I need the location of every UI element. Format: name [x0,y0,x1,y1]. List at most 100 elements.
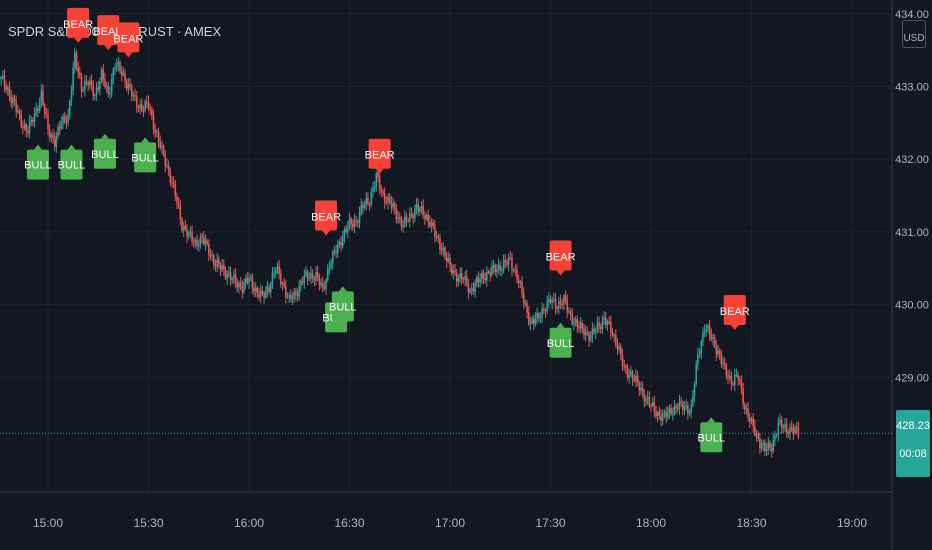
candle-body [77,67,79,73]
candle-body [439,237,441,250]
candle-body [534,318,537,324]
candle-body [15,101,17,112]
bear-label-pointer [124,52,133,58]
candle-body [306,271,309,279]
candle-body [705,328,708,331]
candle-body [303,275,306,283]
candle-body [199,236,202,246]
candle-body [202,237,205,245]
candle-body [263,293,265,298]
candle-body [422,205,424,216]
candle-body [677,407,679,410]
candle-body [549,298,552,304]
candle-body [618,346,620,349]
candle-body [214,264,217,267]
candle-body [90,80,93,86]
candle-body [189,231,192,233]
candle-body [415,204,418,209]
y-tick-label: 434.00 [895,9,929,21]
candle-body [608,321,610,323]
candle-body [276,266,279,270]
candle-body [238,282,240,288]
candle-body [382,191,384,194]
candle-body [377,172,379,178]
candle-body [792,429,795,434]
candle-body [323,286,326,289]
candle-body [728,375,731,379]
candle-body [37,108,39,111]
candle-body [271,273,274,286]
candle-body [395,208,398,220]
candle-body [259,290,262,298]
candle-body [224,269,227,279]
candle-body [213,255,215,265]
candle-body [209,255,212,257]
candle-body [74,52,76,69]
candle-body [782,427,785,429]
candle-body [522,293,525,304]
candle-body [774,435,776,440]
candle-body [765,448,768,452]
bull-label-text: BULL [58,160,86,172]
bear-label-box [315,200,338,231]
candle-body [340,241,342,246]
candle-body [690,405,692,412]
candle-body [462,279,465,281]
bear-label-text: BEAR [63,19,93,31]
candle-body [730,375,733,384]
candle-body [742,388,744,405]
bear-label-pointer [104,45,113,51]
candle-body [419,208,421,212]
currency-label[interactable]: USD [902,20,926,48]
candle-body [541,308,543,318]
candle-body [628,375,631,378]
candle-body [347,227,349,232]
candle-body [633,379,636,381]
candle-body [142,110,145,112]
candle-body [512,269,515,271]
candle-body [660,415,662,421]
candle-body [472,288,475,292]
bear-label-box [723,295,746,326]
candle-body [177,203,180,206]
candle-body [571,313,574,325]
candle-body [345,229,347,232]
candle-body [638,382,641,391]
candle-body [164,155,167,166]
candle-body [325,280,327,289]
candle-body [95,87,98,96]
candle-body [635,375,637,381]
bear-label-pointer [556,270,565,276]
candle-body [514,269,517,271]
candle-body [335,251,337,253]
candle-body [218,259,220,265]
y-tick-label: 431.00 [895,227,929,239]
candle-body [641,387,644,393]
bull-label-box [549,327,572,358]
candle-body [68,101,71,114]
candle-body [23,124,26,128]
candle-body [137,106,140,109]
candle-body [301,281,304,283]
candle-body [656,412,659,417]
candle-body [581,322,584,329]
candle-body [537,312,540,318]
candle-body [558,301,560,309]
candle-body [568,311,570,313]
candle-body [708,325,711,335]
candle-body [221,265,223,270]
candle-body [311,272,314,279]
bear-label-text: BEAR [93,26,123,38]
bull-label-text: BULL [698,432,726,444]
candle-body [162,145,165,156]
candle-body [53,138,56,147]
candle-body [52,134,54,139]
candle-body [308,277,311,279]
candle-body [0,77,2,80]
candle-body [380,189,383,192]
candle-body [476,277,478,284]
candle-body [112,69,115,80]
candle-body [610,321,612,333]
candle-body [42,90,44,105]
